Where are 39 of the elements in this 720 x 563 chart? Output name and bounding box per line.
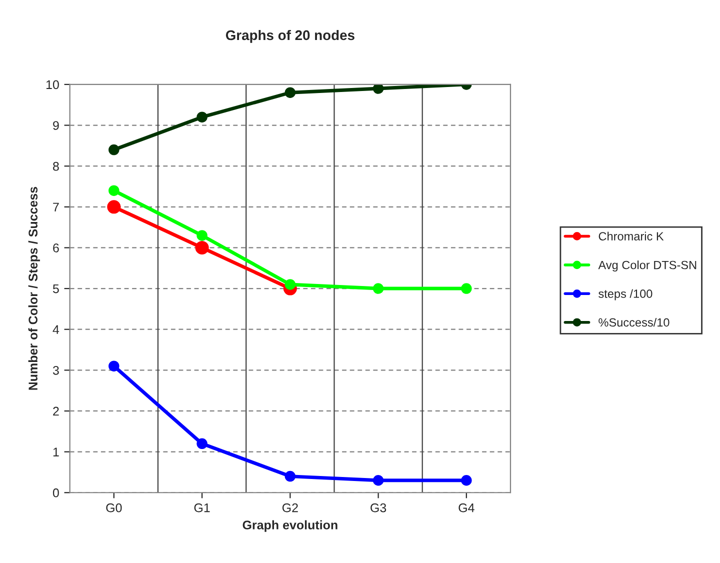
legend-label: Chromaric K	[598, 232, 664, 240]
point	[284, 87, 296, 98]
point	[372, 475, 384, 486]
y-tick-label: 7	[53, 202, 59, 212]
y-tick-label: 2	[53, 406, 59, 416]
point	[461, 283, 472, 294]
point	[107, 200, 121, 214]
point	[372, 84, 384, 94]
point	[284, 279, 296, 290]
point	[196, 438, 208, 450]
legend-label: %Success/10	[598, 318, 670, 327]
y-tick-label: 4	[52, 325, 60, 334]
legend-label: steps /100	[598, 289, 652, 300]
point	[284, 470, 296, 482]
legend-label: Avg Color DTS-SN	[598, 260, 696, 272]
y-tick-label: 6	[53, 244, 59, 252]
point	[108, 144, 120, 156]
y-tick-label: 1	[53, 448, 59, 456]
y-axis-title: Number of Color / Steps / Success	[28, 186, 40, 390]
x-tick-label: G3	[370, 503, 386, 512]
point	[461, 475, 472, 486]
x-tick-label: G0	[106, 503, 122, 512]
point	[108, 185, 120, 196]
x-tick-label: G2	[282, 503, 298, 512]
y-tick-label: 10	[46, 80, 59, 90]
x-axis-title: Graph evolution	[242, 520, 338, 532]
point	[196, 112, 208, 122]
x-tick-label: G1	[194, 503, 210, 512]
y-tick-label: 5	[52, 284, 59, 294]
y-tick-label: 0	[52, 488, 59, 498]
chart-title: Graphs of 20 nodes	[226, 30, 354, 43]
point	[195, 240, 209, 254]
y-tick-label: 3	[52, 366, 59, 375]
point	[196, 230, 208, 241]
y-tick-label: 8	[53, 162, 59, 171]
x-tick-label: G4	[458, 503, 474, 512]
point	[108, 360, 120, 372]
y-tick-label: 9	[53, 121, 59, 130]
point	[372, 283, 384, 294]
